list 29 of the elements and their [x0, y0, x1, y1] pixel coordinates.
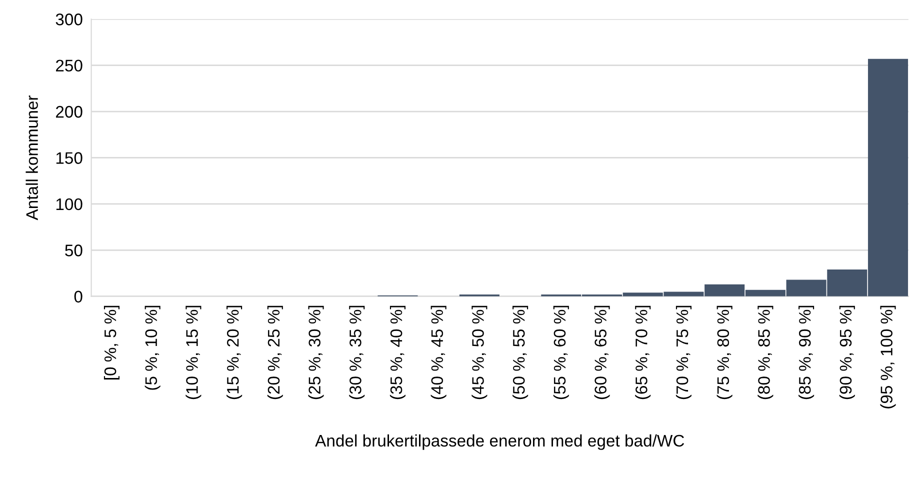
x-tick-label: (10 %, 15 %] [186, 306, 202, 400]
x-tick-label: (15 %, 20 %] [226, 306, 242, 400]
x-tick-label: (75 %, 80 %] [716, 306, 732, 400]
x-tick-label: (65 %, 70 %] [635, 306, 651, 400]
x-tick-label: (95 %, 100 %] [880, 306, 896, 408]
y-axis-title: Antall kommuner [26, 95, 38, 220]
y-tick-label: 150 [56, 152, 82, 164]
x-tick-label: (5 %, 10 %] [144, 306, 160, 390]
x-tick-label: [0 %, 5 %] [104, 306, 120, 380]
x-tick-label: (70 %, 75 %] [676, 306, 692, 400]
y-tick-label: 200 [56, 106, 82, 118]
x-tick-label: (90 %, 95 %] [839, 306, 855, 400]
x-tick-label: (60 %, 65 %] [594, 306, 610, 400]
y-tick-label: 300 [56, 14, 82, 26]
y-tick-label: 100 [56, 198, 82, 210]
x-tick-label: (25 %, 30 %] [308, 306, 324, 400]
x-tick-label: (85 %, 90 %] [798, 306, 814, 400]
y-tick-label: 250 [56, 60, 82, 72]
x-tick-label: (55 %, 60 %] [553, 306, 569, 400]
y-tick-label: 0 [74, 290, 82, 303]
x-tick-label: (40 %, 45 %] [430, 306, 446, 400]
x-axis-title: Andel brukertilpassede enerom med eget bad/WC [315, 434, 684, 450]
x-tick-label: (50 %, 55 %] [512, 306, 528, 400]
y-tick-label: 50 [65, 244, 82, 256]
x-tick-label: (20 %, 25 %] [267, 306, 283, 400]
x-tick-label: (80 %, 85 %] [758, 306, 774, 400]
x-tick-label: (45 %, 50 %] [472, 306, 488, 400]
x-tick-label: (30 %, 35 %] [349, 306, 365, 400]
x-tick-label: (35 %, 40 %] [390, 306, 406, 400]
